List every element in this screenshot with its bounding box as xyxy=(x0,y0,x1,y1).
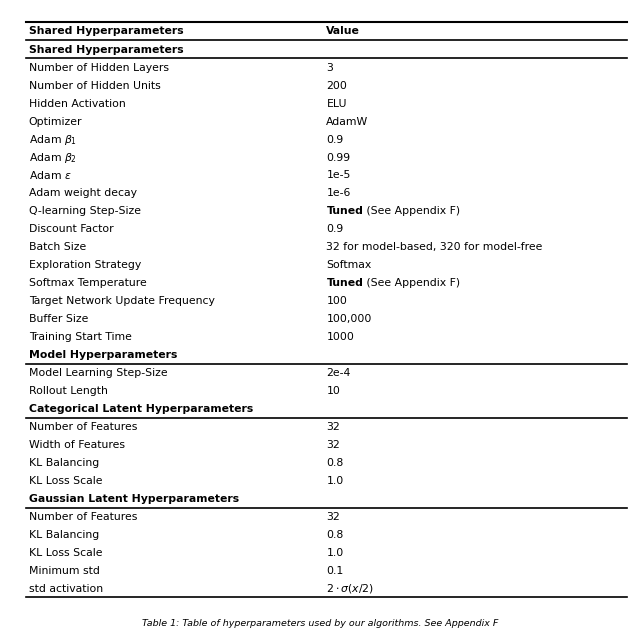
Text: Optimizer: Optimizer xyxy=(29,116,83,127)
Text: 100,000: 100,000 xyxy=(326,314,372,324)
Text: 1e-6: 1e-6 xyxy=(326,189,351,199)
Text: Tuned: Tuned xyxy=(326,206,364,217)
Text: Q-learning Step-Size: Q-learning Step-Size xyxy=(29,206,141,217)
Text: Target Network Update Frequency: Target Network Update Frequency xyxy=(29,296,214,306)
Text: 100: 100 xyxy=(326,296,348,306)
Text: Number of Features: Number of Features xyxy=(29,512,137,522)
Text: 32: 32 xyxy=(326,512,340,522)
Text: Shared Hyperparameters: Shared Hyperparameters xyxy=(29,26,184,36)
Text: 1.0: 1.0 xyxy=(326,548,344,558)
Text: 200: 200 xyxy=(326,81,348,91)
Text: Width of Features: Width of Features xyxy=(29,440,125,450)
Text: Discount Factor: Discount Factor xyxy=(29,224,113,235)
Text: AdamW: AdamW xyxy=(326,116,369,127)
Text: 0.9: 0.9 xyxy=(326,224,344,235)
Text: Value: Value xyxy=(326,26,360,36)
Text: Rollout Length: Rollout Length xyxy=(29,386,108,396)
Text: Model Learning Step-Size: Model Learning Step-Size xyxy=(29,368,168,378)
Text: 2e-4: 2e-4 xyxy=(326,368,351,378)
Text: Hidden Activation: Hidden Activation xyxy=(29,98,125,109)
Text: Adam $\beta_1$: Adam $\beta_1$ xyxy=(29,132,77,146)
Text: Batch Size: Batch Size xyxy=(29,242,86,252)
Text: Training Start Time: Training Start Time xyxy=(29,332,132,343)
Text: Minimum std: Minimum std xyxy=(29,566,100,576)
Text: 0.1: 0.1 xyxy=(326,566,344,576)
Text: 1.0: 1.0 xyxy=(326,476,344,486)
Text: (See Appendix F): (See Appendix F) xyxy=(364,279,460,288)
Text: 32: 32 xyxy=(326,440,340,450)
Text: Number of Features: Number of Features xyxy=(29,422,137,432)
Text: 0.9: 0.9 xyxy=(326,135,344,144)
Text: Shared Hyperparameters: Shared Hyperparameters xyxy=(29,45,184,55)
Text: Number of Hidden Units: Number of Hidden Units xyxy=(29,81,161,91)
Text: Tuned: Tuned xyxy=(326,279,364,288)
Text: Adam $\beta_2$: Adam $\beta_2$ xyxy=(29,151,77,164)
Text: Model Hyperparameters: Model Hyperparameters xyxy=(29,350,177,360)
Text: KL Balancing: KL Balancing xyxy=(29,530,99,540)
Text: Softmax: Softmax xyxy=(326,260,372,270)
Text: 0.8: 0.8 xyxy=(326,530,344,540)
Text: Categorical Latent Hyperparameters: Categorical Latent Hyperparameters xyxy=(29,404,253,414)
Text: 3: 3 xyxy=(326,63,333,73)
Text: KL Loss Scale: KL Loss Scale xyxy=(29,548,102,558)
Text: std activation: std activation xyxy=(29,584,103,594)
Text: Buffer Size: Buffer Size xyxy=(29,314,88,324)
Text: Table 1: Table of hyperparameters used by our algorithms. See Appendix F: Table 1: Table of hyperparameters used b… xyxy=(142,619,498,627)
Text: 1e-5: 1e-5 xyxy=(326,171,351,180)
Text: 32 for model-based, 320 for model-free: 32 for model-based, 320 for model-free xyxy=(326,242,543,252)
Text: 32: 32 xyxy=(326,422,340,432)
Text: $2 \cdot \sigma(x/2)$: $2 \cdot \sigma(x/2)$ xyxy=(326,582,374,596)
Text: Exploration Strategy: Exploration Strategy xyxy=(29,260,141,270)
Text: Adam $\epsilon$: Adam $\epsilon$ xyxy=(29,169,71,181)
Text: 0.8: 0.8 xyxy=(326,458,344,468)
Text: Number of Hidden Layers: Number of Hidden Layers xyxy=(29,63,169,73)
Text: 0.99: 0.99 xyxy=(326,153,351,162)
Text: 10: 10 xyxy=(326,386,340,396)
Text: KL Balancing: KL Balancing xyxy=(29,458,99,468)
Text: ELU: ELU xyxy=(326,98,347,109)
Text: Adam weight decay: Adam weight decay xyxy=(29,189,137,199)
Text: Softmax Temperature: Softmax Temperature xyxy=(29,279,147,288)
Text: KL Loss Scale: KL Loss Scale xyxy=(29,476,102,486)
Text: 1000: 1000 xyxy=(326,332,355,343)
Text: Gaussian Latent Hyperparameters: Gaussian Latent Hyperparameters xyxy=(29,494,239,504)
Text: (See Appendix F): (See Appendix F) xyxy=(364,206,460,217)
